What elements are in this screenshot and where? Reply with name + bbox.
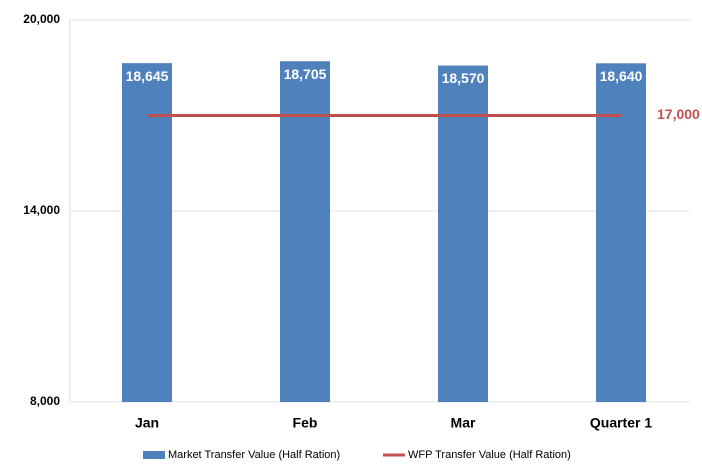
x-tick-label: Mar <box>451 415 476 431</box>
legend-label: WFP Transfer Value (Half Ration) <box>408 449 571 461</box>
bar <box>596 63 646 402</box>
y-tick-label: 20,000 <box>23 12 60 26</box>
bar <box>438 65 488 402</box>
data-label: 18,570 <box>442 70 485 86</box>
x-tick-label: Feb <box>293 415 318 431</box>
y-tick-label: 8,000 <box>30 394 60 408</box>
legend-label: Market Transfer Value (Half Ration) <box>168 449 340 461</box>
bar <box>122 63 172 403</box>
data-label: 18,705 <box>284 66 327 82</box>
y-tick-label: 14,000 <box>23 203 60 217</box>
data-label: 18,640 <box>600 68 643 84</box>
legend-swatch <box>143 451 165 459</box>
bar <box>280 61 330 402</box>
x-tick-label: Quarter 1 <box>590 415 652 431</box>
data-label: 17,000 <box>657 106 700 122</box>
data-label: 18,645 <box>126 68 169 84</box>
x-tick-label: Jan <box>135 415 159 431</box>
